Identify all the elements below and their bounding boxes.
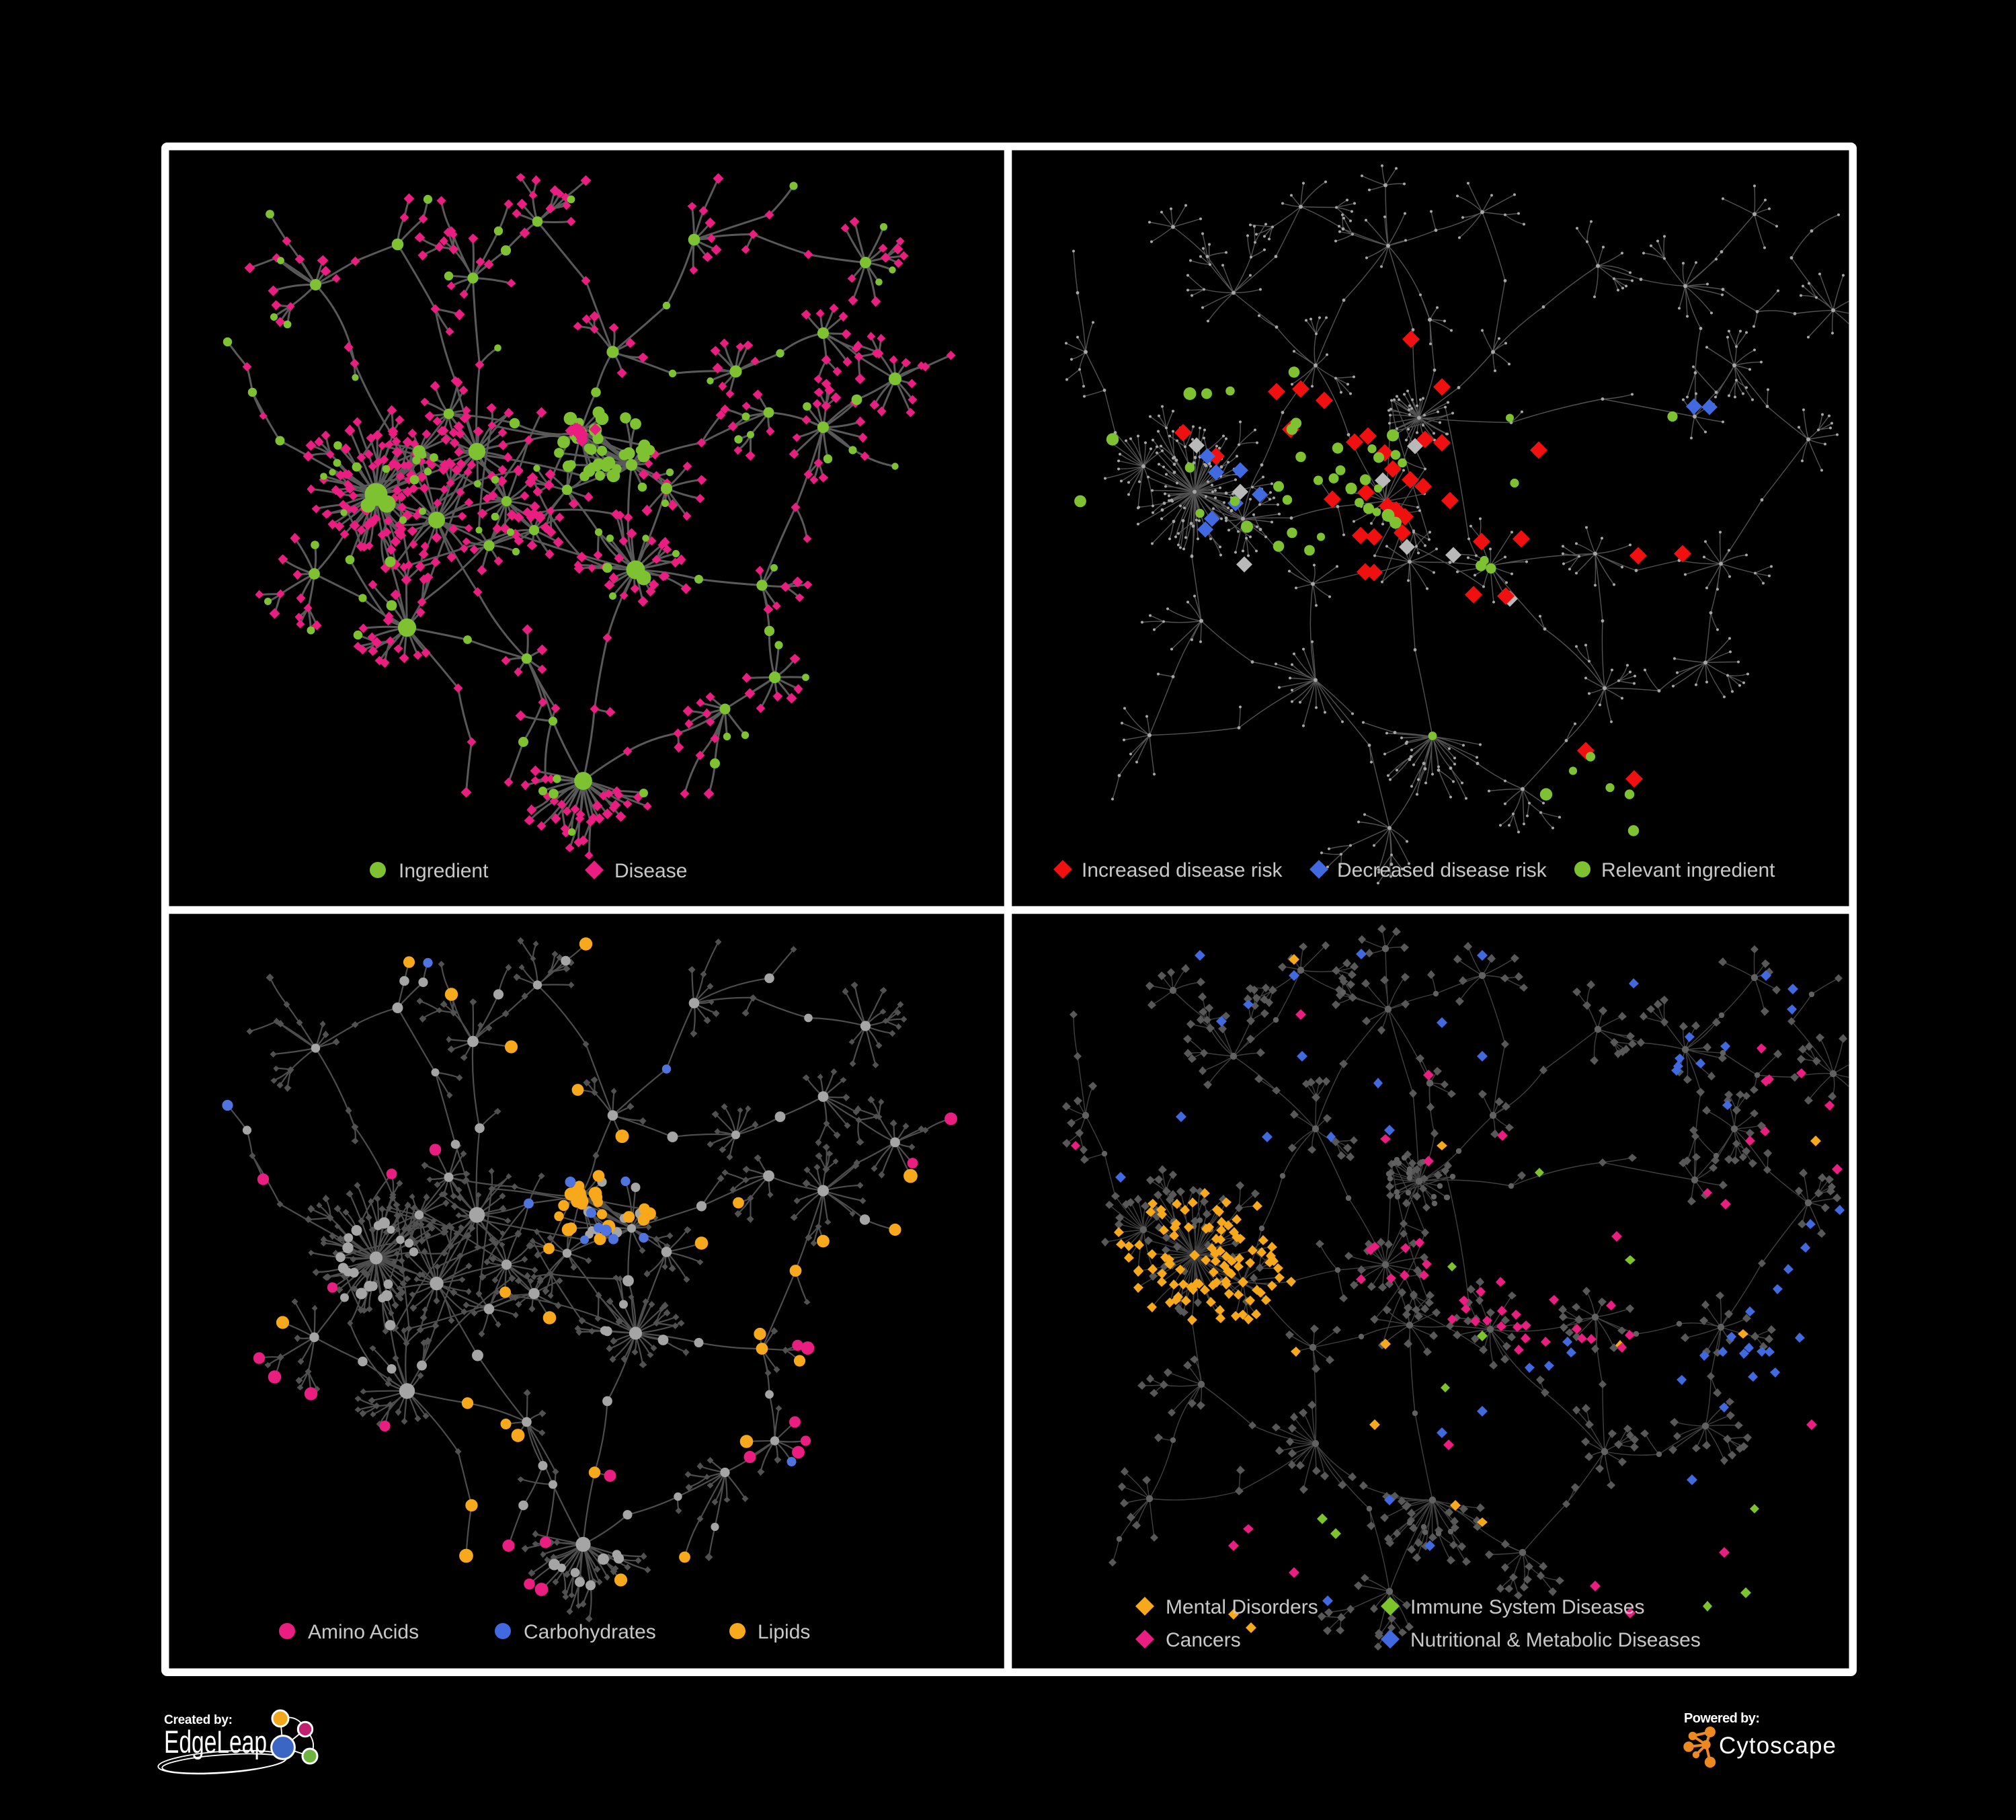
svg-text:Nutritional & Metabolic Diseas: Nutritional & Metabolic Diseases: [1410, 1629, 1701, 1651]
svg-text:Powered by:: Powered by:: [1684, 1711, 1760, 1726]
svg-text:Disease: Disease: [614, 860, 687, 882]
svg-text:Relevant ingredient: Relevant ingredient: [1601, 859, 1775, 881]
svg-text:Decreased disease risk: Decreased disease risk: [1337, 859, 1547, 881]
svg-text:Cytoscape: Cytoscape: [1719, 1733, 1836, 1759]
svg-text:Mental Disorders: Mental Disorders: [1166, 1596, 1318, 1618]
svg-text:Lipids: Lipids: [758, 1621, 810, 1643]
svg-text:Ingredient: Ingredient: [399, 860, 489, 882]
svg-text:Carbohydrates: Carbohydrates: [524, 1621, 656, 1643]
svg-text:Immune System Diseases: Immune System Diseases: [1410, 1596, 1644, 1618]
svg-text:Created by:: Created by:: [164, 1713, 233, 1727]
svg-text:Cancers: Cancers: [1166, 1629, 1241, 1651]
svg-text:Increased disease risk: Increased disease risk: [1082, 859, 1283, 881]
svg-text:Amino Acids: Amino Acids: [308, 1621, 419, 1643]
